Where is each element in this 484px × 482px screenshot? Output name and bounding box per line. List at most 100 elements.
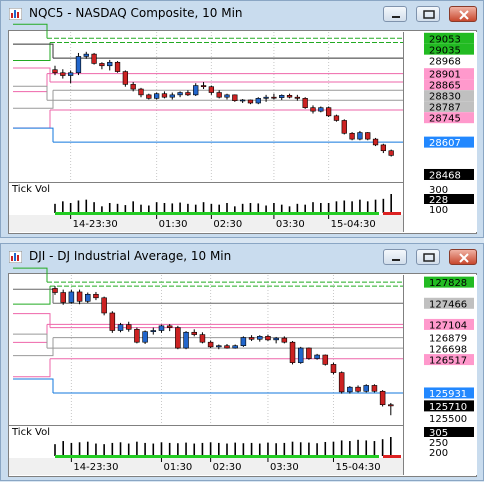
candle-body xyxy=(310,107,316,112)
candle-body xyxy=(232,345,238,349)
candle-body xyxy=(122,71,129,85)
maximize-icon xyxy=(423,10,435,19)
candle-body xyxy=(183,331,189,349)
close-icon xyxy=(459,253,469,263)
price-pane xyxy=(9,32,403,181)
candle-body xyxy=(161,93,168,98)
level-line-step xyxy=(13,43,54,59)
volume-label-box xyxy=(424,427,474,437)
time-tick-label: 01:30 xyxy=(163,462,192,473)
time-tick-label: 15-04:30 xyxy=(331,219,376,230)
candle-body xyxy=(263,96,269,99)
volume-axis-label: 100 xyxy=(429,205,448,216)
candle-body xyxy=(372,138,379,146)
maximize-button[interactable] xyxy=(416,6,440,22)
candle-body xyxy=(330,364,337,373)
price-label-box xyxy=(424,43,474,55)
candle-body xyxy=(177,92,183,96)
price-label: 28865 xyxy=(429,81,461,92)
candle-body xyxy=(138,88,144,96)
time-tick-label: 15-04:30 xyxy=(335,462,380,473)
candle-body xyxy=(341,120,347,134)
candle-body xyxy=(232,94,238,101)
price-label: 125931 xyxy=(429,389,467,400)
volume-label-box xyxy=(424,184,474,194)
price-label-box xyxy=(424,412,474,424)
chart-svg: Tick Vol 14-23:30 01:30 02:30 03:30 15-04:30 1… xyxy=(9,267,477,475)
candle-body xyxy=(91,53,97,64)
price-label: 127828 xyxy=(429,278,467,289)
time-tick-label: 14-23:30 xyxy=(73,462,118,473)
candle-body xyxy=(109,312,116,331)
price-label: 28745 xyxy=(429,114,461,125)
candle-body xyxy=(357,132,363,140)
candle-body xyxy=(371,385,378,392)
level-line-step xyxy=(13,378,54,393)
candle-body xyxy=(306,347,312,359)
candle-body xyxy=(286,95,293,98)
time-tick-label: 01:30 xyxy=(159,219,188,230)
minimize-button[interactable] xyxy=(383,6,407,22)
candle-body xyxy=(279,95,285,98)
price-label: 28968 xyxy=(429,56,461,67)
candle-body xyxy=(224,345,230,349)
time-axis xyxy=(9,458,403,475)
candle-body xyxy=(75,56,82,74)
candle-body xyxy=(146,94,152,99)
maximize-button[interactable] xyxy=(416,249,440,265)
price-label-box xyxy=(424,354,474,366)
candle-body xyxy=(333,115,340,121)
volume-axis-label: 228 xyxy=(429,195,448,206)
candle-body xyxy=(158,325,165,331)
price-label: 28607 xyxy=(429,138,461,149)
candle-body xyxy=(93,293,99,299)
candle-body xyxy=(325,107,332,117)
price-label-box xyxy=(424,54,474,66)
candle-body xyxy=(107,61,113,67)
price-label-box xyxy=(424,101,474,113)
session-band xyxy=(55,212,379,215)
candle-body xyxy=(76,291,83,302)
price-label: 28830 xyxy=(429,92,461,103)
volume-label-box xyxy=(424,204,474,214)
candle-body xyxy=(60,72,66,76)
price-label-box xyxy=(424,343,474,355)
candle-body xyxy=(271,96,277,99)
session-band xyxy=(55,455,379,458)
candle-body xyxy=(134,329,140,343)
candle-body xyxy=(248,337,255,340)
minimize-button[interactable] xyxy=(383,249,407,265)
minimize-icon xyxy=(392,16,400,18)
volume-pane xyxy=(9,426,403,457)
candle-body xyxy=(150,330,157,332)
candle-body xyxy=(67,72,74,76)
candle-body xyxy=(273,337,279,341)
candle-body xyxy=(224,94,230,98)
candle-body xyxy=(101,297,107,314)
level-line-step xyxy=(13,286,51,305)
candle-body xyxy=(52,69,58,74)
close-button[interactable] xyxy=(449,249,477,265)
candle-body xyxy=(294,96,301,99)
close-button[interactable] xyxy=(449,6,477,22)
chart-svg: Tick Vol 14-23:30 01:30 02:30 03:30 15-04:30 2… xyxy=(9,23,477,232)
volume-label: Tick Vol xyxy=(11,427,50,438)
candle-body xyxy=(199,334,206,343)
window-title: DJI - DJ Industrial Average, 10 Min xyxy=(29,249,232,263)
title-bar[interactable]: NQC5 - NASDAQ Composite, 10 Min xyxy=(1,1,483,27)
candle-body xyxy=(388,404,394,407)
price-label: 127466 xyxy=(429,299,467,310)
candle-body xyxy=(153,93,160,99)
candle-body xyxy=(216,92,222,98)
candle-body xyxy=(297,347,304,363)
candle-body xyxy=(207,341,214,348)
time-tick-label: 02:30 xyxy=(213,219,242,230)
time-tick-label: 02:30 xyxy=(213,462,242,473)
title-bar[interactable]: DJI - DJ Industrial Average, 10 Min xyxy=(1,244,483,270)
time-tick-label: 03:30 xyxy=(270,462,299,473)
candle-body xyxy=(247,99,254,104)
price-label-box xyxy=(424,136,474,148)
volume-axis-label: 200 xyxy=(429,448,448,459)
candle-body xyxy=(208,86,215,93)
price-label: 127104 xyxy=(429,320,467,331)
